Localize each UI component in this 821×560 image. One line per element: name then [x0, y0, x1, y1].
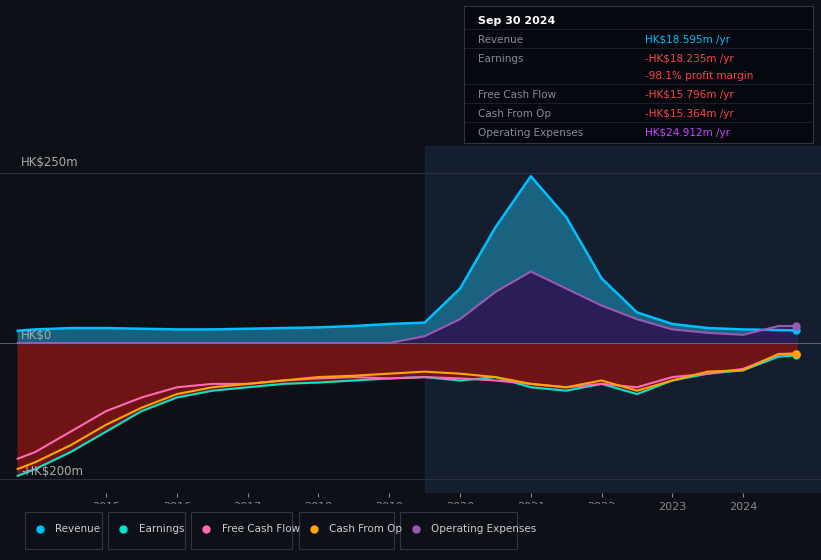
Text: -HK$15.796m /yr: -HK$15.796m /yr	[645, 90, 734, 100]
FancyBboxPatch shape	[108, 512, 185, 549]
Text: -HK$200m: -HK$200m	[21, 465, 83, 478]
Text: HK$18.595m /yr: HK$18.595m /yr	[645, 35, 731, 45]
Bar	[424, 146, 821, 493]
Text: HK$250m: HK$250m	[21, 156, 79, 170]
Text: Cash From Op: Cash From Op	[478, 109, 551, 119]
Text: Free Cash Flow: Free Cash Flow	[222, 524, 300, 534]
Text: -98.1% profit margin: -98.1% profit margin	[645, 71, 754, 81]
Text: Revenue: Revenue	[56, 524, 100, 534]
Text: Operating Expenses: Operating Expenses	[431, 524, 536, 534]
FancyBboxPatch shape	[191, 512, 292, 549]
Text: HK$24.912m /yr: HK$24.912m /yr	[645, 128, 731, 138]
Text: Sep 30 2024: Sep 30 2024	[478, 16, 555, 26]
Text: -HK$18.235m /yr: -HK$18.235m /yr	[645, 54, 734, 64]
Text: Revenue: Revenue	[478, 35, 523, 45]
Text: Free Cash Flow: Free Cash Flow	[478, 90, 556, 100]
Text: Earnings: Earnings	[478, 54, 523, 64]
Text: Cash From Op: Cash From Op	[329, 524, 402, 534]
FancyBboxPatch shape	[299, 512, 394, 549]
Text: HK$0: HK$0	[21, 329, 53, 342]
FancyBboxPatch shape	[25, 512, 102, 549]
FancyBboxPatch shape	[401, 512, 517, 549]
Text: -HK$15.364m /yr: -HK$15.364m /yr	[645, 109, 734, 119]
Text: Operating Expenses: Operating Expenses	[478, 128, 583, 138]
Text: Earnings: Earnings	[139, 524, 184, 534]
